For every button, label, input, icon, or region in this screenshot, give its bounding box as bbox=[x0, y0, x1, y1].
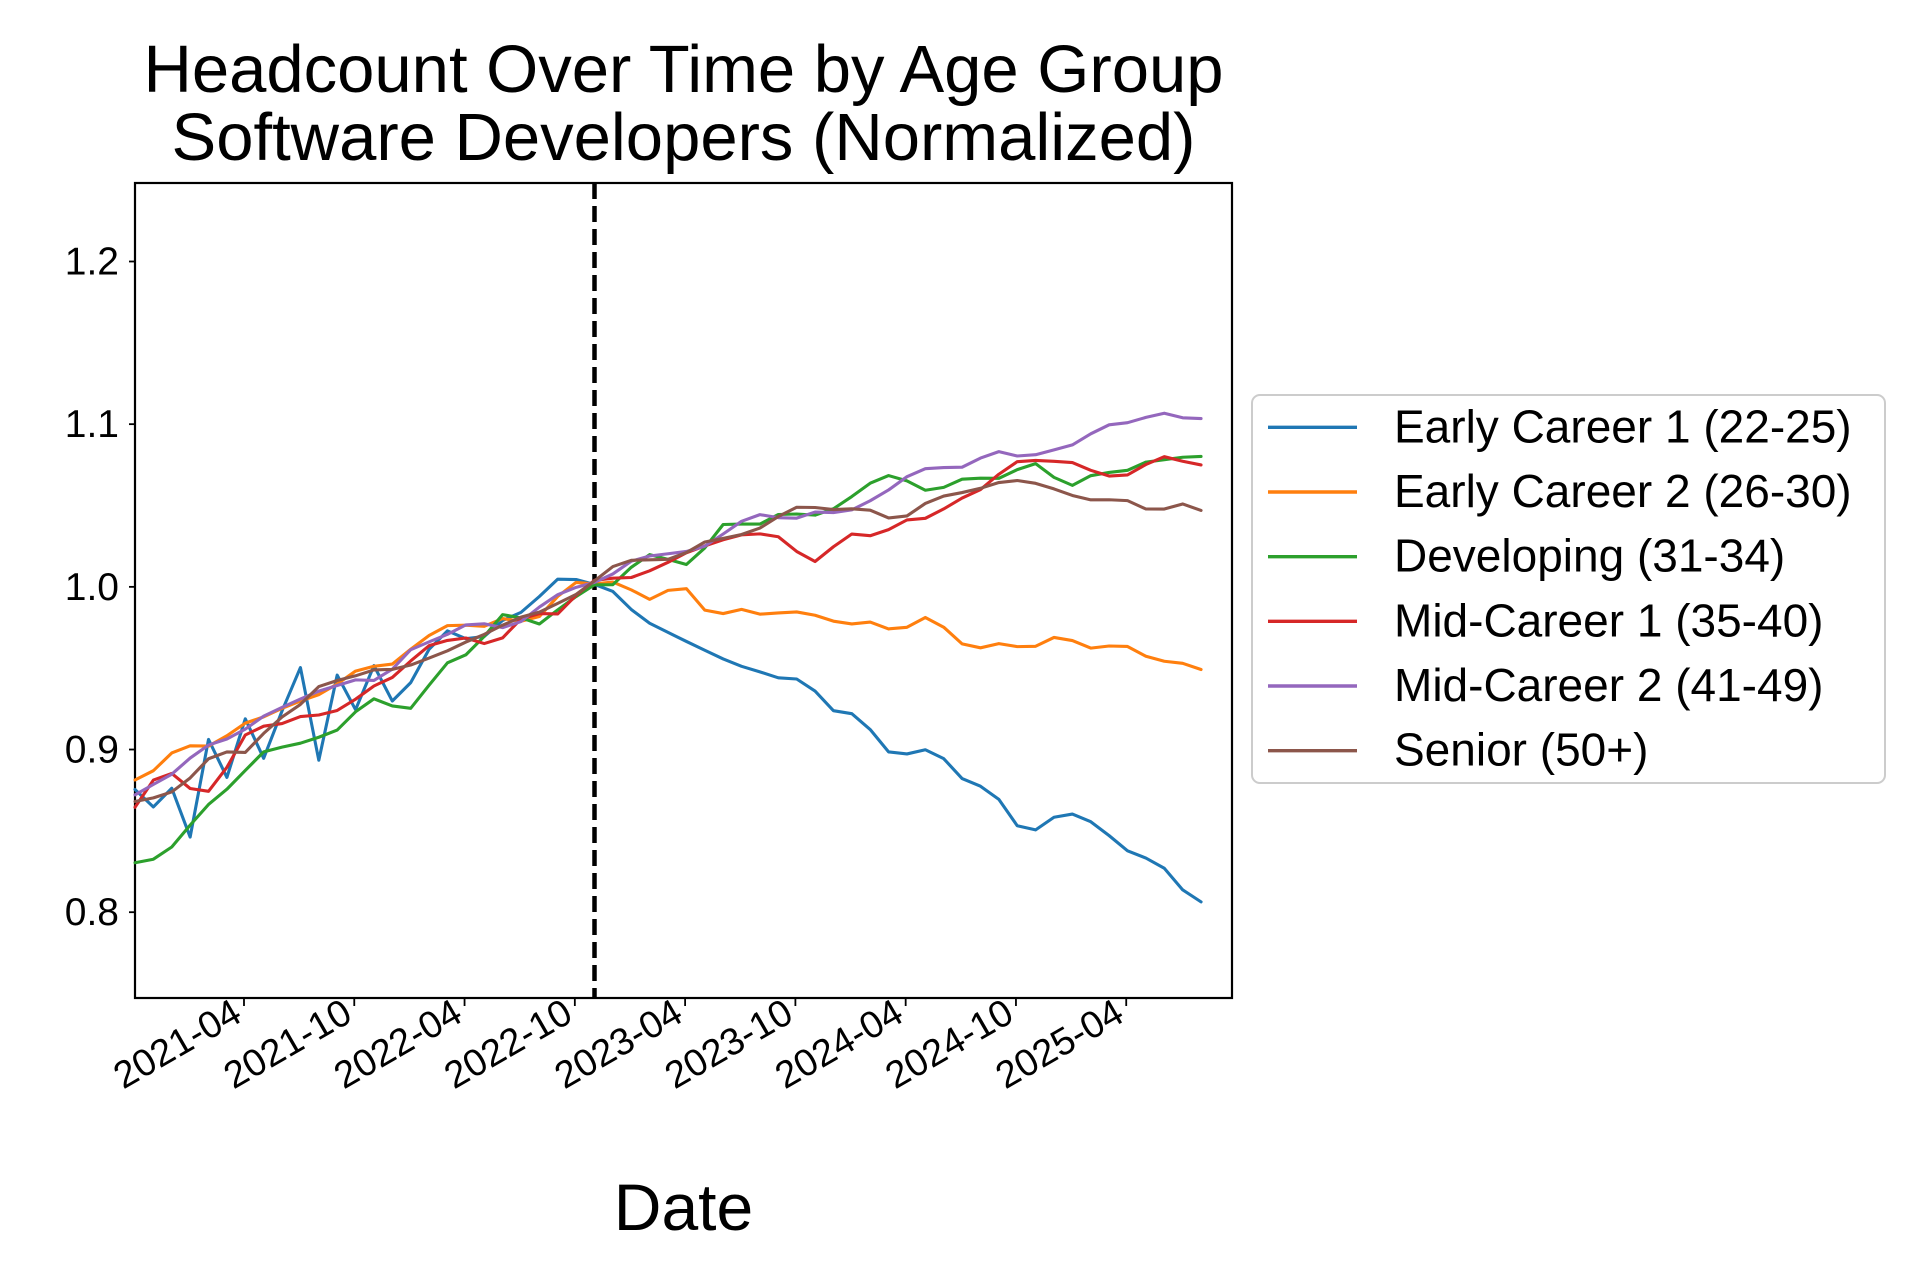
svg-text:Headcount Over Time by Age Gro: Headcount Over Time by Age Group bbox=[143, 32, 1223, 107]
svg-text:Date: Date bbox=[614, 1170, 753, 1244]
svg-text:Early Career 1 (22-25): Early Career 1 (22-25) bbox=[1394, 400, 1852, 452]
svg-text:1.0: 1.0 bbox=[65, 566, 119, 609]
svg-text:1.2: 1.2 bbox=[65, 241, 119, 284]
svg-text:Early Career 2 (26-30): Early Career 2 (26-30) bbox=[1394, 465, 1852, 517]
svg-text:1.1: 1.1 bbox=[65, 403, 119, 446]
svg-text:0.9: 0.9 bbox=[65, 729, 119, 772]
svg-text:Mid-Career 2 (41-49): Mid-Career 2 (41-49) bbox=[1394, 659, 1823, 711]
svg-text:Mid-Career 1 (35-40): Mid-Career 1 (35-40) bbox=[1394, 594, 1823, 646]
svg-text:0.8: 0.8 bbox=[65, 891, 119, 934]
svg-text:Developing (31-34): Developing (31-34) bbox=[1394, 530, 1785, 582]
svg-text:Software Developers (Normalize: Software Developers (Normalized) bbox=[172, 100, 1196, 175]
svg-text:Senior (50+): Senior (50+) bbox=[1394, 724, 1648, 776]
